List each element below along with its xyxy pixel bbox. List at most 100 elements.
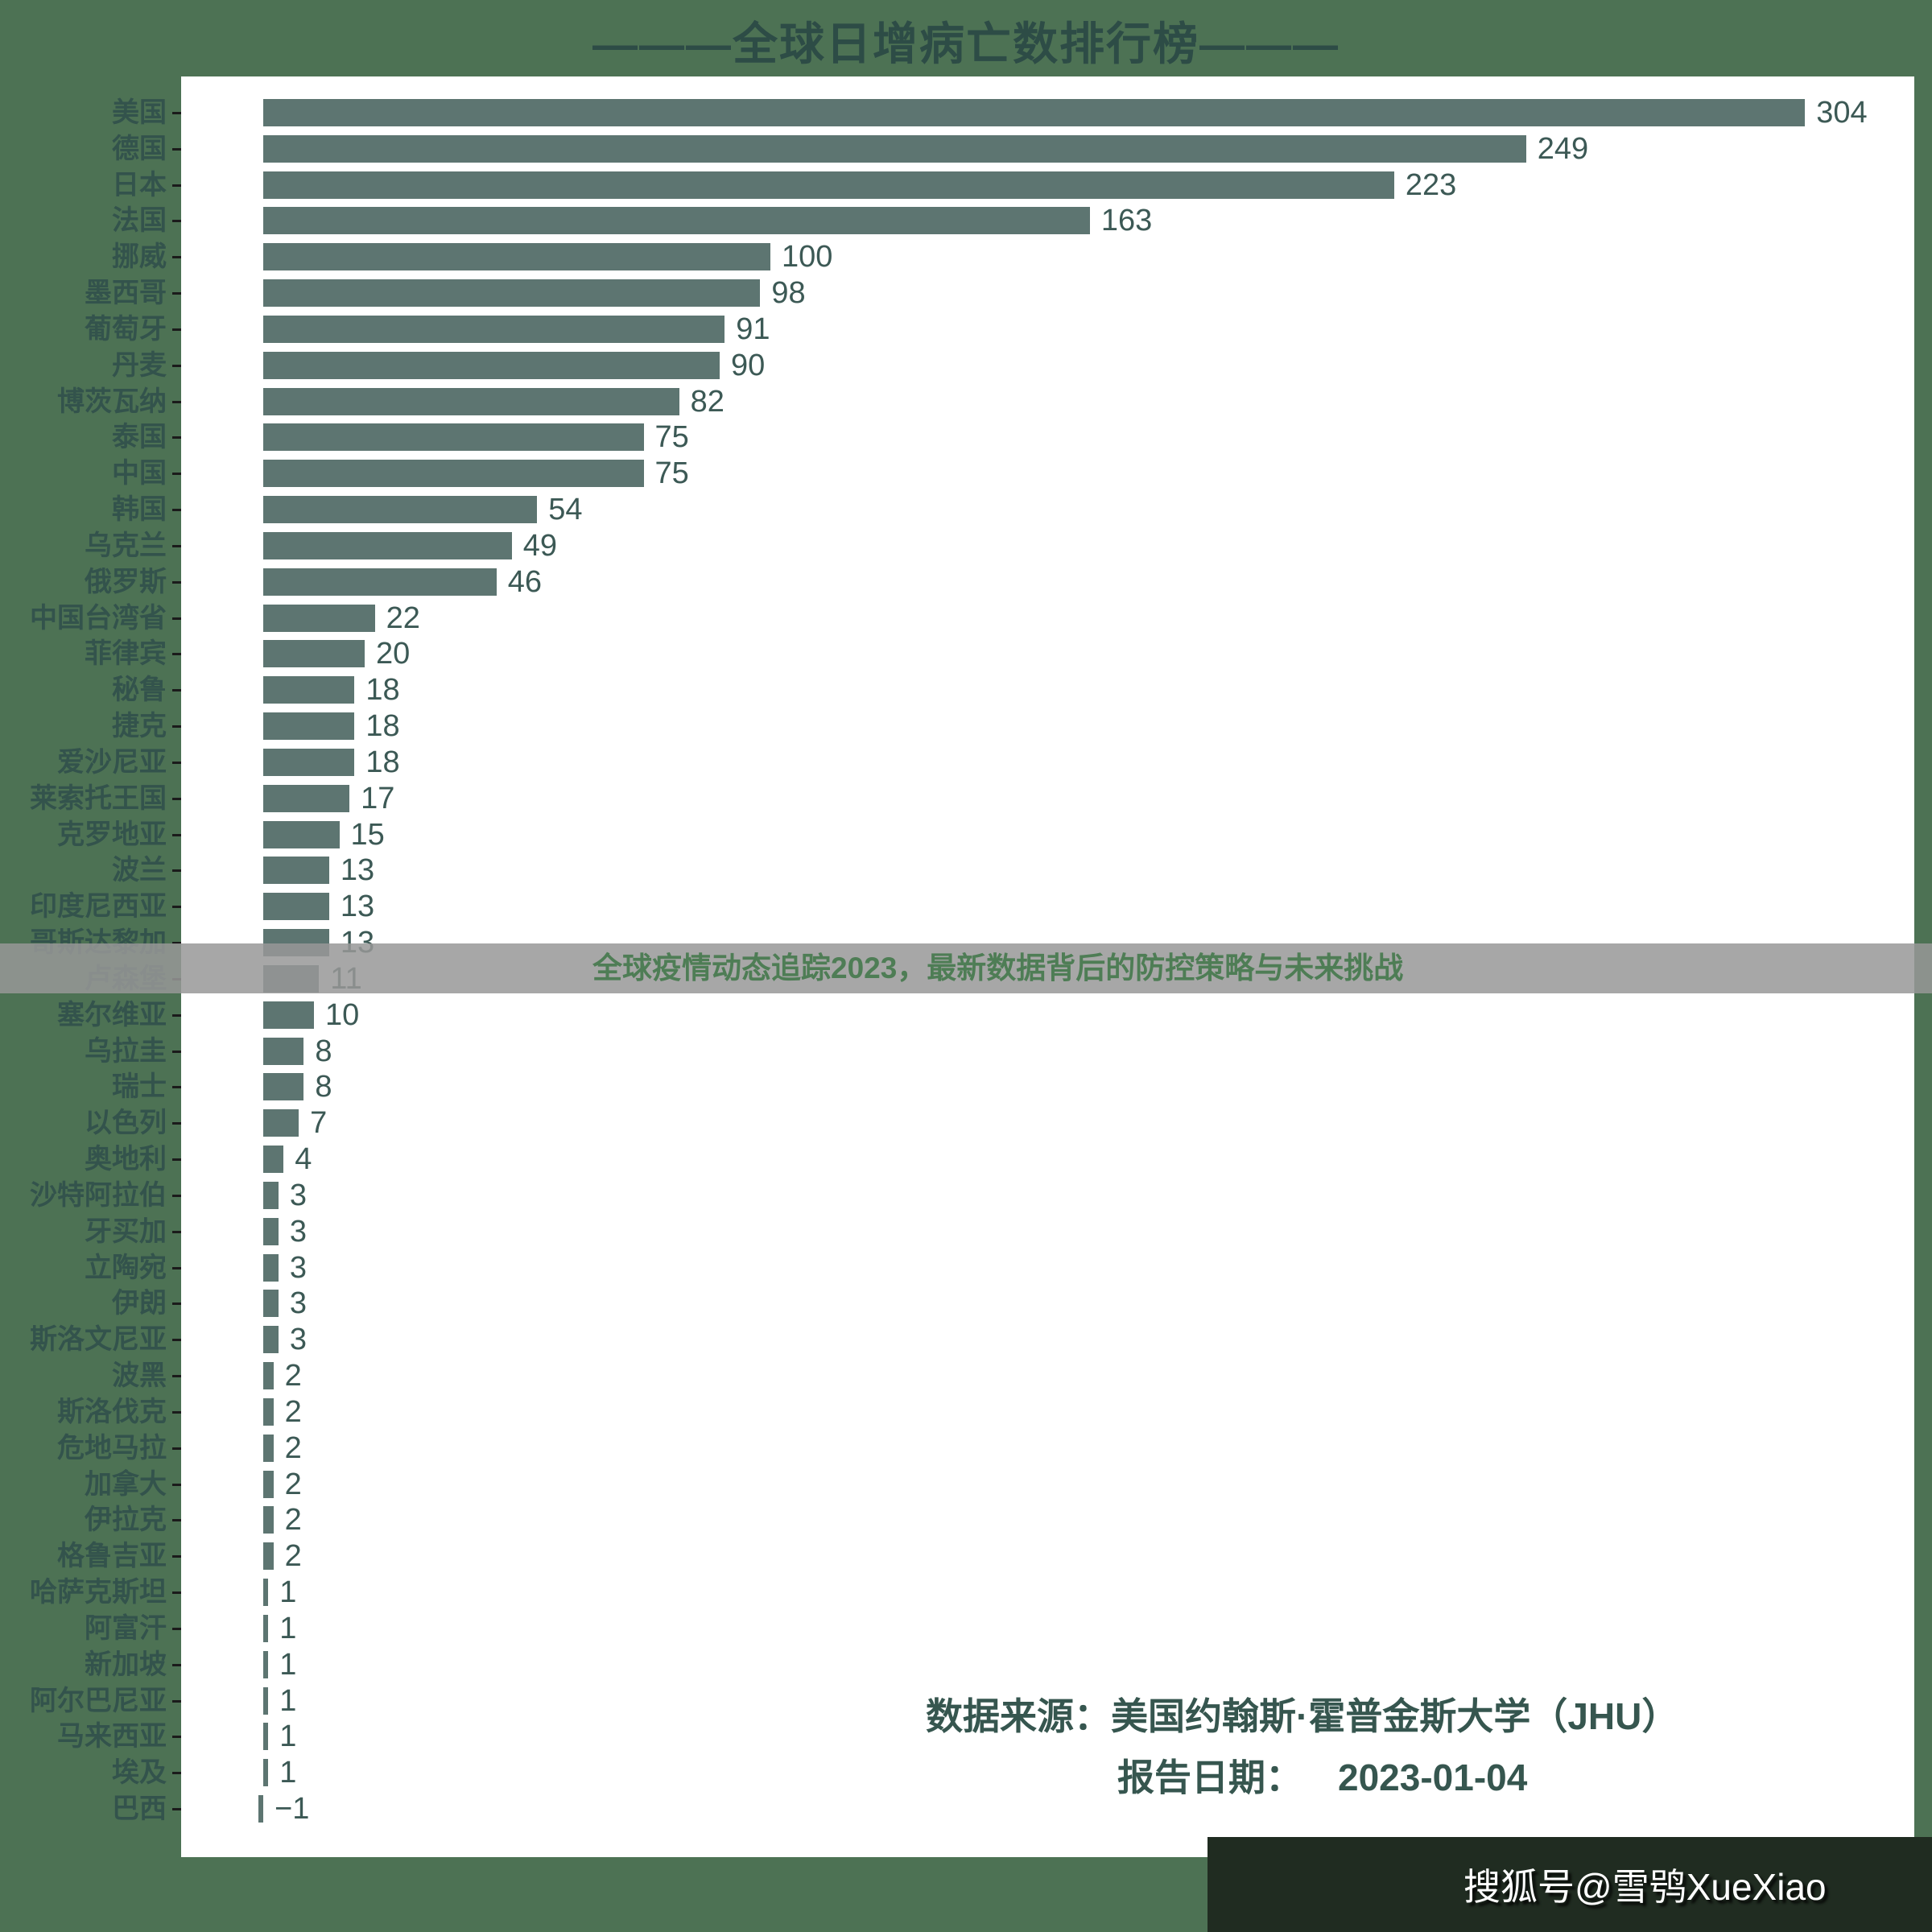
category-label: 挪威: [112, 242, 167, 273]
category-label: 以色列: [85, 1108, 167, 1139]
value-label: 10: [325, 997, 360, 1032]
value-label: 3: [289, 1250, 308, 1285]
tick-mark: [172, 256, 181, 259]
tick-mark: [172, 147, 181, 151]
bar-row: 斯洛文尼亚 3: [30, 1323, 1914, 1356]
category-label: 菲律宾: [85, 638, 167, 670]
category-label: 乌拉圭: [85, 1035, 167, 1067]
bar-row: 美国 304: [112, 96, 1914, 130]
value-label: 18: [365, 745, 400, 779]
value-label: 163: [1100, 204, 1153, 238]
category-label: 乌克兰: [85, 530, 167, 561]
bar-row: 中国台湾省 22: [30, 601, 1914, 635]
value-label: 2: [284, 1503, 302, 1538]
value-label: 1: [279, 1683, 297, 1718]
tick-mark: [172, 1736, 181, 1739]
tick-mark: [172, 1591, 181, 1595]
tick-mark: [172, 1302, 181, 1306]
tick-mark: [172, 1013, 181, 1017]
bar-row: 捷克 18: [112, 709, 1914, 743]
value-label: 75: [654, 456, 689, 491]
bar-row: 俄罗斯 46: [85, 564, 1914, 599]
bar-row: 菲律宾 20: [85, 637, 1914, 671]
bar-row: 中国 75: [112, 456, 1914, 490]
bar: [263, 1614, 269, 1642]
bar: [263, 496, 538, 524]
tick-mark: [172, 509, 181, 512]
bar: [263, 315, 725, 343]
bar: [263, 1506, 274, 1534]
bar: [263, 1362, 274, 1390]
category-label: 韩国: [112, 494, 167, 526]
value-label: 8: [315, 1034, 332, 1068]
tick-mark: [172, 689, 181, 692]
bar-row: 以色列 7: [85, 1106, 1914, 1141]
bar-row: 博茨瓦纳 82: [57, 385, 1914, 419]
value-label: 223: [1405, 167, 1457, 202]
category-label: 中国台湾省: [30, 602, 167, 634]
tick-mark: [172, 1266, 181, 1269]
value-label: 1: [279, 1575, 297, 1610]
value-label: 100: [782, 240, 833, 275]
value-label: 49: [522, 528, 557, 563]
value-label: 3: [289, 1286, 308, 1321]
bar: [263, 1723, 269, 1751]
bar: [263, 1542, 274, 1571]
category-label: 秘鲁: [112, 675, 167, 706]
category-label: 博茨瓦纳: [57, 386, 167, 417]
value-label: 46: [507, 564, 543, 599]
value-label: 249: [1537, 131, 1589, 166]
bar-row: 德国 249: [112, 131, 1914, 166]
tick-mark: [172, 400, 181, 403]
tick-mark: [172, 292, 181, 295]
tick-mark: [172, 653, 181, 656]
category-label: 加拿大: [85, 1468, 167, 1500]
category-label: 泰国: [112, 422, 167, 453]
tick-mark: [172, 1808, 181, 1810]
bar-row: 挪威 100: [112, 240, 1914, 274]
value-label: 13: [340, 890, 375, 924]
bar-row: 沙特阿拉伯 3: [30, 1179, 1914, 1212]
category-label: 日本: [112, 169, 167, 200]
category-label: 格鲁吉亚: [57, 1541, 167, 1572]
tick-mark: [172, 1230, 181, 1233]
category-label: 巴西: [112, 1794, 167, 1824]
value-label: 7: [310, 1106, 328, 1141]
value-label: 90: [731, 348, 766, 382]
bar: [263, 423, 644, 452]
value-label: 1: [279, 1756, 297, 1790]
bar: [263, 1579, 269, 1607]
category-label: 瑞士: [112, 1071, 167, 1103]
category-label: 斯洛文尼亚: [30, 1324, 167, 1356]
bar: [263, 1001, 314, 1029]
category-label: 斯洛伐克: [57, 1396, 167, 1427]
bar-row: 埃及 1: [112, 1756, 1914, 1790]
bar: [263, 676, 355, 704]
value-label: 15: [350, 817, 385, 852]
bar: [263, 712, 355, 741]
category-label: 危地马拉: [57, 1432, 167, 1463]
bar-row: 伊朗 3: [112, 1286, 1914, 1320]
tick-mark: [172, 1447, 181, 1450]
bar: [263, 820, 340, 848]
tick-mark: [172, 1663, 181, 1666]
bar: [263, 1397, 274, 1426]
bar: [263, 1073, 304, 1101]
tick-mark: [172, 1122, 181, 1125]
bar-row: 乌拉圭 8: [85, 1034, 1914, 1068]
value-label: 13: [340, 853, 375, 888]
bar: [263, 1181, 279, 1209]
category-label: 马来西亚: [57, 1721, 167, 1752]
bar-row: 巴西 −1: [112, 1792, 1914, 1826]
category-label: 伊拉克: [85, 1505, 167, 1536]
bar: [263, 171, 1394, 199]
bar: [263, 1434, 274, 1462]
category-label: 哈萨克斯坦: [30, 1577, 167, 1608]
category-label: 法国: [112, 205, 167, 237]
category-label: 中国: [112, 458, 167, 489]
category-label: 克罗地亚: [57, 819, 167, 850]
category-label: 丹麦: [112, 349, 167, 381]
value-label: 304: [1816, 96, 1868, 130]
bar: [263, 99, 1806, 126]
category-label: 埃及: [112, 1757, 167, 1789]
